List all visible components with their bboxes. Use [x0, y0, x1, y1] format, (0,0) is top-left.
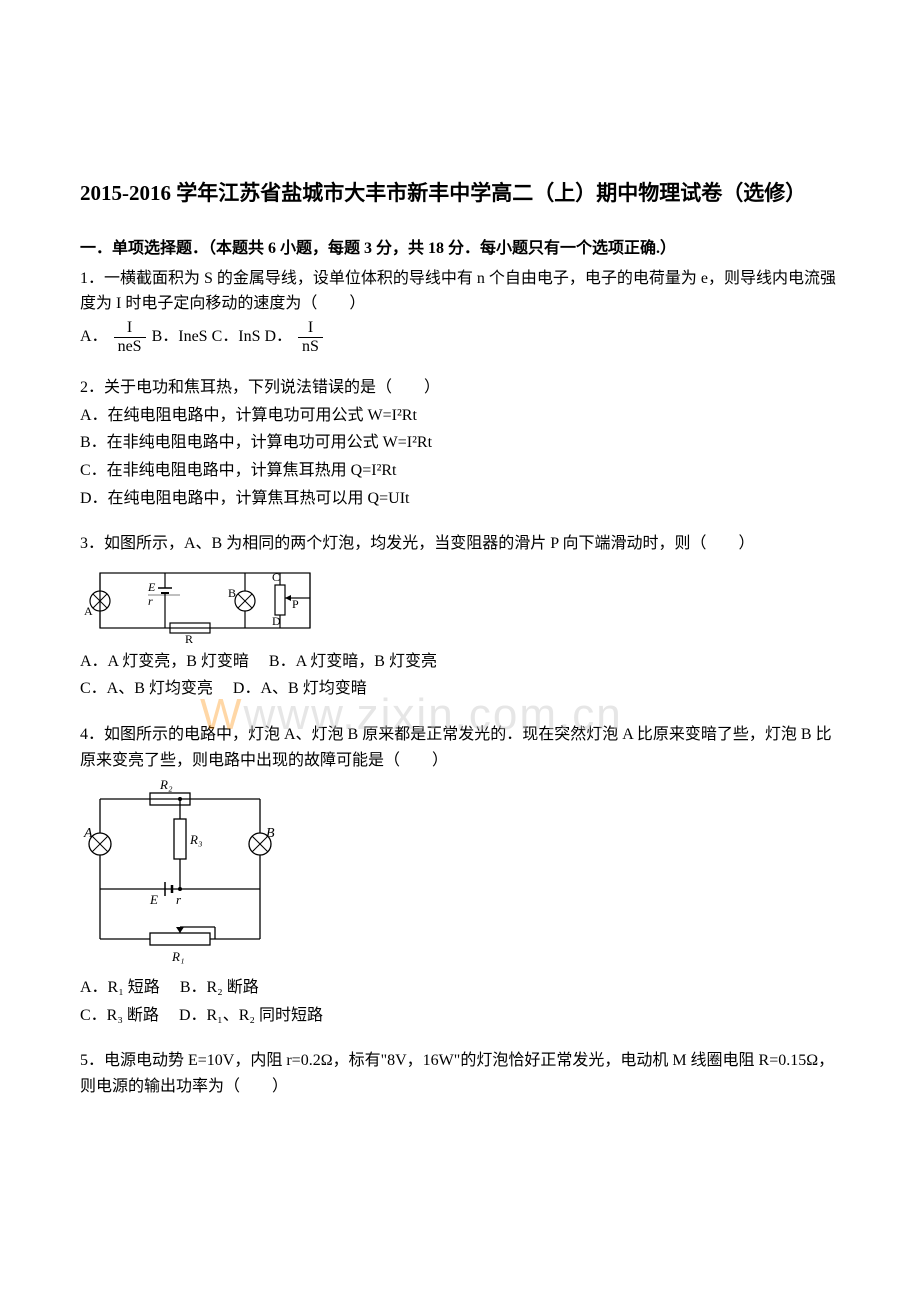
- q3-label-B: B: [228, 586, 236, 600]
- q3-C: C．A、B 灯均变亮: [80, 680, 213, 697]
- q4-figure: A B R₂ R₃: [80, 779, 840, 969]
- q2-C: C．在非纯电阻电路中，计算焦耳热用 Q=I²Rt: [80, 458, 840, 484]
- q4-A: A．R₁ 短路: [80, 979, 160, 996]
- q3-label-r: r: [148, 594, 153, 608]
- q1-fracA-num: I: [114, 319, 146, 338]
- page-title: 2015-2016 学年江苏省盐城市大丰市新丰中学高二（上）期中物理试卷（选修）: [80, 170, 840, 216]
- question-1: 1．一横截面积为 S 的金属导线，设单位体积的导线中有 n 个自由电子，电子的电…: [80, 266, 840, 355]
- q1-options: A． I neS B．IneS C．InS D． I nS: [80, 319, 840, 355]
- q2-stem: 2．关于电功和焦耳热，下列说法错误的是（ ）: [80, 375, 840, 401]
- q3-stem: 3．如图所示，A、B 为相同的两个灯泡，均发光，当变阻器的滑片 P 向下端滑动时…: [80, 531, 840, 557]
- q1-fracA-den: neS: [114, 338, 146, 356]
- q3-D: D．A、B 灯均变暗: [233, 680, 367, 697]
- q1-fracA: I neS: [114, 319, 146, 355]
- q4-C: C．R₃ 断路: [80, 1007, 159, 1024]
- q5-stem: 5．电源电动势 E=10V，内阻 r=0.2Ω，标有"8V，16W"的灯泡恰好正…: [80, 1048, 840, 1099]
- q3-label-E: E: [147, 580, 156, 594]
- question-4: 4．如图所示的电路中，灯泡 A、灯泡 B 原来都是正常发光的．现在突然灯泡 A …: [80, 722, 840, 1028]
- q3-label-R: R: [185, 632, 193, 643]
- q1-fracD-den: nS: [298, 338, 323, 356]
- q1-optD-label: D．: [264, 324, 292, 350]
- q1-fracD: I nS: [298, 319, 323, 355]
- q4-label-R1: R₁: [171, 949, 184, 964]
- q3-label-P: P: [292, 597, 299, 611]
- q2-D: D．在纯电阻电路中，计算焦耳热可以用 Q=UIt: [80, 486, 840, 512]
- q2-B: B．在非纯电阻电路中，计算电功可用公式 W=I²Rt: [80, 430, 840, 456]
- q4-label-R3: R₃: [189, 832, 202, 847]
- section-header: 一．单项选择题．（本题共 6 小题，每题 3 分，共 18 分．每小题只有一个选…: [80, 236, 840, 262]
- q4-B: B．R₂ 断路: [180, 979, 259, 996]
- q4-label-r: r: [176, 892, 182, 907]
- q1-stem: 1．一横截面积为 S 的金属导线，设单位体积的导线中有 n 个自由电子，电子的电…: [80, 266, 840, 317]
- q3-label-C: C: [272, 570, 280, 584]
- q2-A: A．在纯电阻电路中，计算电功可用公式 W=I²Rt: [80, 403, 840, 429]
- q4-label-B: B: [266, 826, 275, 841]
- question-2: 2．关于电功和焦耳热，下列说法错误的是（ ） A．在纯电阻电路中，计算电功可用公…: [80, 375, 840, 511]
- q3-label-A: A: [84, 604, 93, 618]
- q4-label-R2: R₂: [159, 779, 173, 792]
- q3-A: A．A 灯变亮，B 灯变暗: [80, 653, 249, 670]
- q3-figure: A E r R B C D: [80, 563, 840, 643]
- question-5: 5．电源电动势 E=10V，内阻 r=0.2Ω，标有"8V，16W"的灯泡恰好正…: [80, 1048, 840, 1099]
- q1-optA-label: A．: [80, 324, 108, 350]
- q4-stem: 4．如图所示的电路中，灯泡 A、灯泡 B 原来都是正常发光的．现在突然灯泡 A …: [80, 722, 840, 773]
- q4-label-A: A: [83, 826, 93, 841]
- q4-label-E: E: [149, 892, 158, 907]
- q1-optB: B．IneS: [152, 324, 208, 350]
- q3-B: B．A 灯变暗，B 灯变亮: [269, 653, 437, 670]
- q4-D: D．R₁、R₂ 同时短路: [179, 1007, 323, 1024]
- q1-optC: C．InS: [212, 324, 261, 350]
- q1-fracD-num: I: [298, 319, 323, 338]
- question-3: 3．如图所示，A、B 为相同的两个灯泡，均发光，当变阻器的滑片 P 向下端滑动时…: [80, 531, 840, 702]
